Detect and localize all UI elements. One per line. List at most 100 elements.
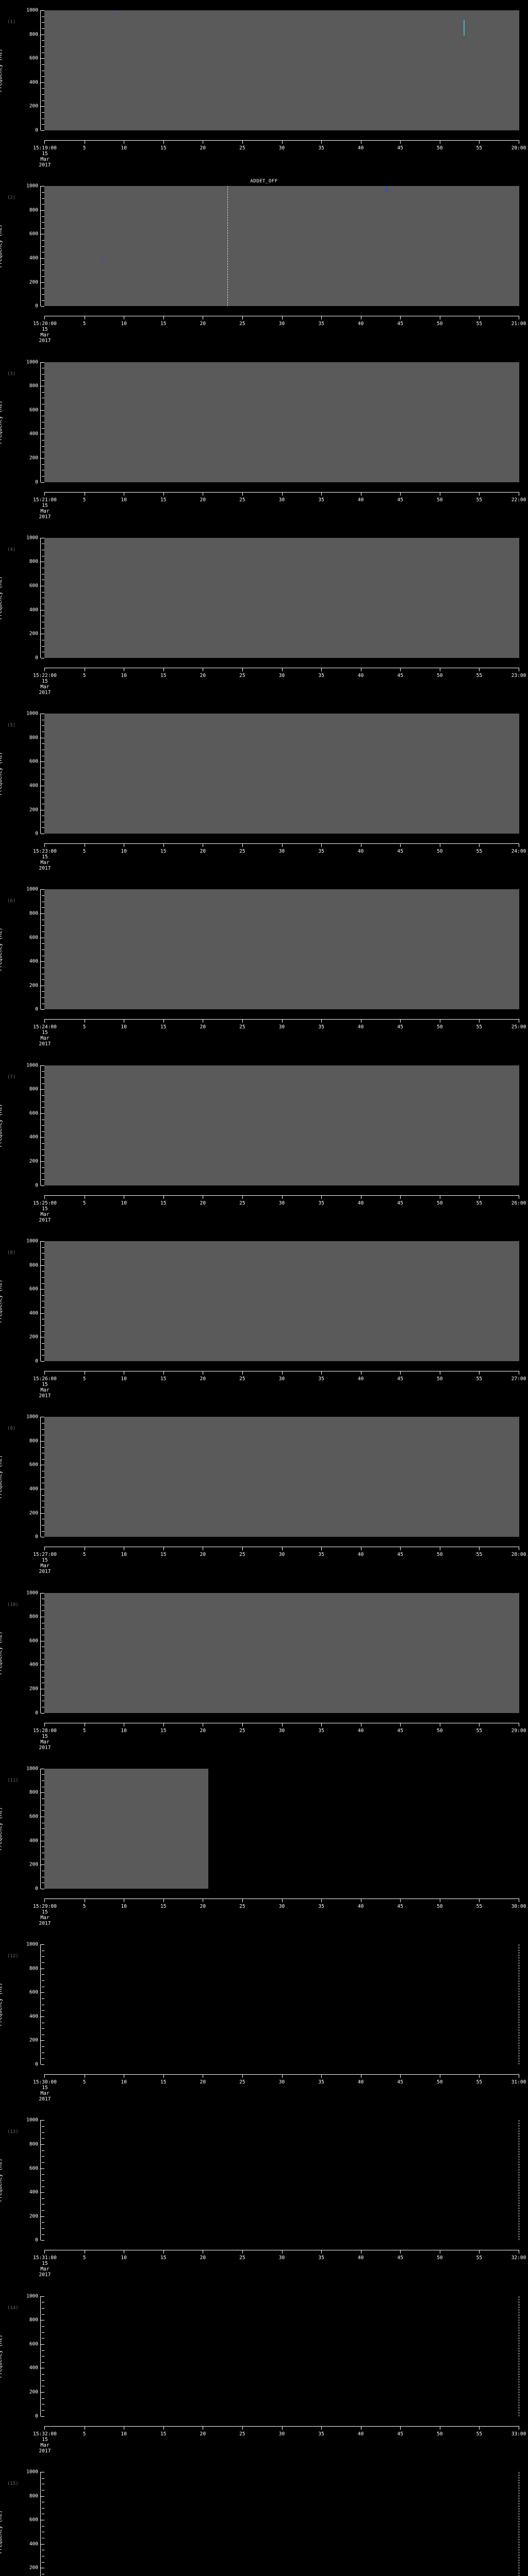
y-tick [41, 306, 44, 307]
x-tick [321, 492, 322, 496]
panel-inner: (6) 0 200 400 600 800 1000 Frequency (Hz) 5 10 15 2… [0, 879, 528, 1055]
spectrogram-panel: ADDET_OFF (2) 0 200 400 600 800 1000 Frequency (… [0, 176, 528, 351]
y-tick [41, 1089, 44, 1090]
y-tick-label: 1000 [26, 1414, 38, 1420]
x-tick [242, 1723, 243, 1726]
y-tick [41, 961, 44, 962]
y-tick-label: 400 [29, 783, 38, 789]
x-tick [479, 1723, 480, 1726]
y-tick [42, 907, 44, 908]
y-tick [42, 2150, 44, 2151]
y-tick [41, 1065, 44, 1066]
y-tick [41, 2496, 44, 2497]
y-axis: 0 200 400 600 800 1000 [26, 1238, 44, 1364]
x-axis-date-month: Mar [40, 684, 50, 690]
x-axis-date-month: Mar [40, 2091, 50, 2097]
x-tick-label: 40 [357, 1727, 364, 1734]
y-tick [41, 2192, 44, 2193]
spectrogram-panel: (9) 0 200 400 600 800 1000 Frequency (Hz) 5 10 15 2… [0, 1406, 528, 1582]
y-tick [42, 288, 44, 289]
y-axis: 0 200 400 600 800 1000 [26, 359, 44, 485]
y-tick [42, 428, 44, 429]
panel-index-label: (4) [7, 547, 16, 552]
x-tick [400, 1371, 401, 1375]
y-tick [42, 2222, 44, 2223]
y-tick [42, 1828, 44, 1829]
x-tick-label: 50 [437, 497, 443, 503]
x-tick-label: 10 [121, 145, 127, 151]
plot-area [44, 1592, 519, 1713]
x-axis-start-time: 15:29:00 [33, 1903, 57, 1909]
y-tick [42, 1331, 44, 1332]
y-tick [42, 1283, 44, 1284]
x-tick-label: 15 [160, 145, 167, 151]
y-tick-label: 0 [35, 1182, 38, 1189]
y-tick [41, 258, 44, 259]
y-tick [41, 2040, 44, 2041]
x-tick [282, 1020, 283, 1023]
y-tick [42, 2234, 44, 2235]
x-tick-label: 30 [278, 1552, 285, 1558]
x-axis-end-label: 31:00 [511, 2079, 526, 2086]
x-axis-date-month: Mar [40, 508, 50, 514]
x-tick [282, 2075, 283, 2078]
x-tick [479, 668, 480, 671]
x-tick-label: 20 [200, 497, 206, 503]
x-tick-label: 10 [121, 849, 127, 855]
x-tick-label: 15 [160, 1200, 167, 1206]
x-tick-label: 20 [200, 1200, 206, 1206]
y-tick [42, 646, 44, 647]
x-tick-label: 15 [160, 1903, 167, 1909]
y-tick [41, 1113, 44, 1114]
y-tick [42, 1107, 44, 1108]
x-tick-label: 10 [121, 2255, 127, 2261]
y-tick [42, 1095, 44, 1096]
x-tick-label: 10 [121, 1727, 127, 1734]
x-tick [400, 141, 401, 144]
x-tick-label: 30 [278, 1200, 285, 1206]
x-axis-start-time: 15:27:00 [33, 1552, 57, 1558]
y-axis: 0 200 400 600 800 1000 [26, 1766, 44, 1891]
x-tick-label: 25 [239, 1552, 245, 1558]
y-tick [41, 2216, 44, 2217]
x-axis-date-day: 15 [42, 1909, 48, 1915]
y-axis-title: Frequency (Hz) [0, 927, 3, 972]
x-tick-label: 35 [318, 849, 324, 855]
panel-index-label: (15) [7, 2481, 19, 2486]
x-tick-label: 55 [476, 2431, 483, 2437]
y-tick [41, 82, 44, 83]
y-tick [41, 210, 44, 211]
y-tick [41, 1361, 44, 1362]
spectrogram-data-region [44, 1592, 519, 1713]
x-axis-date-day: 15 [42, 2261, 48, 2267]
x-axis-date-month: Mar [40, 1211, 50, 1217]
x-axis-date-day: 15 [42, 502, 48, 509]
x-axis-start-datetime: 15:23:00 15 Mar 2017 [33, 849, 57, 871]
y-axis-title: Frequency (Hz) [0, 2158, 3, 2202]
spectrogram-panel: (14) 0 200 400 600 800 1000 Frequency (Hz) 5 10 15… [0, 2286, 528, 2462]
x-axis-start-time: 15:32:00 [33, 2431, 57, 2437]
y-tick [42, 2332, 44, 2333]
y-tick [42, 1495, 44, 1496]
x-tick-label: 15 [160, 849, 167, 855]
x-tick [163, 316, 164, 320]
y-tick [41, 2344, 44, 2345]
x-axis-date-year: 2017 [39, 514, 51, 520]
y-tick-label: 1000 [26, 1941, 38, 1947]
panel-index-label: (7) [7, 1074, 16, 1080]
x-tick [163, 668, 164, 671]
y-tick-label: 800 [29, 383, 38, 389]
x-tick-label: 35 [318, 1552, 324, 1558]
x-axis-start-time: 15:31:00 [33, 2255, 57, 2261]
y-tick-label: 200 [29, 982, 38, 989]
x-tick-label: 20 [200, 1903, 206, 1909]
y-tick [42, 2138, 44, 2139]
y-tick-label: 400 [29, 2365, 38, 2371]
y-tick [41, 2392, 44, 2393]
y-tick [41, 1289, 44, 1290]
x-axis-start-time: 15:26:00 [33, 1376, 57, 1382]
x-tick-label: 15 [160, 1727, 167, 1734]
x-tick-label: 45 [397, 497, 403, 503]
x-axis-date-day: 15 [42, 678, 48, 684]
y-tick [41, 482, 44, 483]
